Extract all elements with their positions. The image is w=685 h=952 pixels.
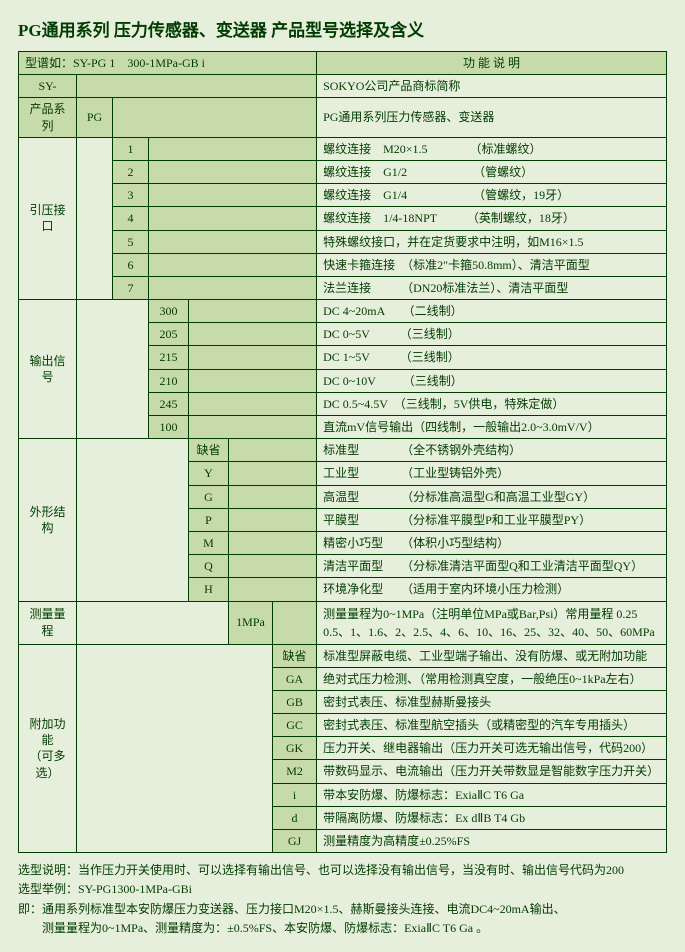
shape-code: H bbox=[189, 578, 229, 601]
output-desc: DC 4~20mA （二线制） bbox=[317, 300, 667, 323]
extra-desc: 带数码显示、电流输出（压力开关带数显是智能数字压力开关） bbox=[317, 760, 667, 783]
extra-desc: 带隔离防爆、防爆标志：Ex dⅡB T4 Gb bbox=[317, 806, 667, 829]
extra-code: M2 bbox=[273, 760, 317, 783]
extra-code: 缺省 bbox=[273, 644, 317, 667]
footer-line: 测量量程为0~1MPa、测量精度为：±0.5%FS、本安防爆、防爆标志：Exia… bbox=[18, 919, 667, 938]
shape-desc: 高温型 （分标准高温型G和高温工业型GY） bbox=[317, 485, 667, 508]
shape-desc: 标准型 （全不锈钢外壳结构） bbox=[317, 439, 667, 462]
shape-code: 缺省 bbox=[189, 439, 229, 462]
port-desc: 快速卡箍连接 （标准2″卡箍50.8mm）、清洁平面型 bbox=[317, 253, 667, 276]
shape-desc: 精密小巧型 （体积小巧型结构） bbox=[317, 531, 667, 554]
port-code: 2 bbox=[113, 160, 149, 183]
output-desc: DC 0~10V （三线制） bbox=[317, 369, 667, 392]
shape-code: Y bbox=[189, 462, 229, 485]
extra-code: GK bbox=[273, 737, 317, 760]
extra-desc: 绝对式压力检测、（常用检测真空度，一般绝压0~1kPa左右） bbox=[317, 667, 667, 690]
footer-line: 选型举例：SY-PG1300-1MPa-GBi bbox=[18, 880, 667, 899]
output-code: 205 bbox=[149, 323, 189, 346]
shape-code: M bbox=[189, 531, 229, 554]
output-code: 300 bbox=[149, 300, 189, 323]
port-desc: 螺纹连接 1/4-18NPT （英制螺纹，18牙） bbox=[317, 207, 667, 230]
port-code: 1 bbox=[113, 137, 149, 160]
shape-code: P bbox=[189, 508, 229, 531]
footer-text: 选型说明：当作压力开关使用时、可以选择有输出信号、也可以选择没有输出信号，当没有… bbox=[18, 861, 667, 938]
port-desc: 法兰连接 （DN20标准法兰）、清洁平面型 bbox=[317, 276, 667, 299]
footer-line: 选型说明：当作压力开关使用时、可以选择有输出信号、也可以选择没有输出信号，当没有… bbox=[18, 861, 667, 880]
port-desc: 螺纹连接 G1/4 （管螺纹，19牙） bbox=[317, 184, 667, 207]
output-key: 输出信号 bbox=[19, 300, 77, 439]
port-code: 5 bbox=[113, 230, 149, 253]
output-desc: DC 0~5V （三线制） bbox=[317, 323, 667, 346]
func-header: 功 能 说 明 bbox=[317, 52, 667, 75]
port-desc: 特殊螺纹接口，并在定货要求中注明，如M16×1.5 bbox=[317, 230, 667, 253]
footer-line: 即：通用系列标准型本安防爆压力变送器、压力接口M20×1.5、赫斯曼接头连接、电… bbox=[18, 900, 667, 919]
extra-desc: 密封式表压、标准型航空插头（或精密型的汽车专用插头） bbox=[317, 714, 667, 737]
shape-desc: 环境净化型 （适用于室内环境小压力检测） bbox=[317, 578, 667, 601]
series-code: PG bbox=[77, 98, 113, 137]
extra-code: i bbox=[273, 783, 317, 806]
model-table: 型谱如：SY-PG 1 300-1MPa-GB i 功 能 说 明 SY- SO… bbox=[18, 51, 667, 853]
extra-desc: 密封式表压、标准型赫斯曼接头 bbox=[317, 690, 667, 713]
port-code: 4 bbox=[113, 207, 149, 230]
extra-code: GJ bbox=[273, 830, 317, 853]
extra-code: d bbox=[273, 806, 317, 829]
extra-key: 附加功能 （可多选） bbox=[19, 644, 77, 853]
port-code: 7 bbox=[113, 276, 149, 299]
extra-desc: 测量精度为高精度±0.25%FS bbox=[317, 830, 667, 853]
model-prefix: 型谱如：SY-PG 1 300-1MPa-GB i bbox=[19, 52, 317, 75]
page-title: PG通用系列 压力传感器、变送器 产品型号选择及含义 bbox=[18, 16, 667, 41]
shape-code: Q bbox=[189, 555, 229, 578]
output-code: 210 bbox=[149, 369, 189, 392]
shape-desc: 清洁平面型 （分标准清洁平面型Q和工业清洁平面型QY） bbox=[317, 555, 667, 578]
extra-desc: 标准型屏蔽电缆、工业型端子输出、没有防爆、或无附加功能 bbox=[317, 644, 667, 667]
shape-desc: 平膜型 （分标准平膜型P和工业平膜型PY） bbox=[317, 508, 667, 531]
extra-code: GC bbox=[273, 714, 317, 737]
port-code: 3 bbox=[113, 184, 149, 207]
output-desc: 直流mV信号输出（四线制，一般输出2.0~3.0mV/V） bbox=[317, 416, 667, 439]
output-code: 245 bbox=[149, 392, 189, 415]
extra-desc: 带本安防爆、防爆标志：ExiaⅡC T6 Ga bbox=[317, 783, 667, 806]
range-key: 测量量程 bbox=[19, 601, 77, 644]
output-code: 100 bbox=[149, 416, 189, 439]
extra-desc: 压力开关、继电器输出（压力开关可选无输出信号，代码200） bbox=[317, 737, 667, 760]
output-desc: DC 1~5V （三线制） bbox=[317, 346, 667, 369]
series-desc: PG通用系列压力传感器、变送器 bbox=[317, 98, 667, 137]
range-desc: 测量量程为0~1MPa（注明单位MPa或Bar,Psi）常用量程 0.25 0.… bbox=[317, 601, 667, 644]
extra-code: GB bbox=[273, 690, 317, 713]
output-code: 215 bbox=[149, 346, 189, 369]
shape-key: 外形结构 bbox=[19, 439, 77, 601]
port-desc: 螺纹连接 G1/2 （管螺纹） bbox=[317, 160, 667, 183]
range-code: 1MPa bbox=[229, 601, 273, 644]
shape-code: G bbox=[189, 485, 229, 508]
port-code: 6 bbox=[113, 253, 149, 276]
output-desc: DC 0.5~4.5V （三线制，5V供电，特殊定做） bbox=[317, 392, 667, 415]
sy-key: SY- bbox=[19, 75, 77, 98]
series-key: 产品系列 bbox=[19, 98, 77, 137]
port-desc: 螺纹连接 M20×1.5 （标准螺纹） bbox=[317, 137, 667, 160]
shape-desc: 工业型 （工业型铸铝外壳） bbox=[317, 462, 667, 485]
extra-code: GA bbox=[273, 667, 317, 690]
sy-desc: SOKYO公司产品商标简称 bbox=[317, 75, 667, 98]
port-key: 引压接口 bbox=[19, 137, 77, 299]
